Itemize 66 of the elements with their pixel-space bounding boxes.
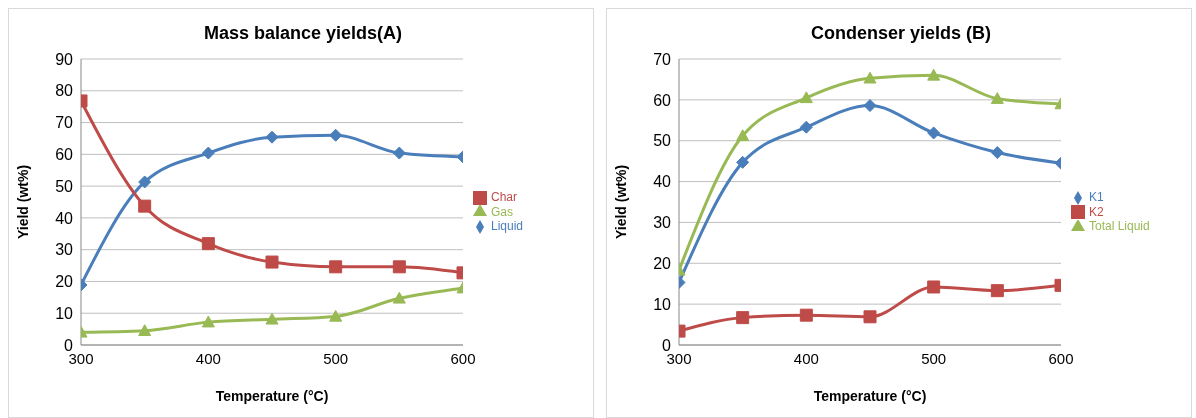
point [392, 146, 406, 160]
legend-label: Total Liquid [1089, 219, 1150, 234]
point [927, 126, 941, 140]
legend-label: K1 [1089, 189, 1104, 204]
point [138, 175, 152, 189]
point [736, 129, 750, 142]
point [329, 128, 343, 142]
point [990, 92, 1004, 104]
y-tick-label: 90 [55, 50, 74, 68]
y-tick-label: 50 [55, 177, 74, 195]
point [990, 284, 1004, 298]
y-axis-title: Yield (wt%) [14, 164, 31, 240]
y-tick-label: 40 [55, 209, 74, 227]
point [392, 260, 406, 274]
point [265, 130, 279, 144]
point [863, 310, 877, 324]
point [799, 120, 813, 134]
point [736, 155, 750, 169]
point [201, 237, 215, 251]
y-tick-label: 10 [653, 295, 672, 313]
y-tick-label: 70 [653, 50, 672, 68]
y-axis-title: Yield (wt%) [612, 164, 629, 240]
y-tick-label: 0 [662, 336, 672, 354]
point [392, 291, 406, 304]
point [927, 68, 941, 81]
y-tick-label: 20 [653, 254, 672, 272]
point [201, 146, 215, 160]
legend-label: K2 [1089, 204, 1104, 219]
x-tick-label: 500 [323, 349, 349, 367]
point [329, 260, 343, 274]
x-tick-label: 600 [450, 349, 476, 367]
y-tick-label: 0 [64, 336, 74, 354]
chart-title: Condenser yields (B) [809, 23, 992, 44]
y-tick-label: 40 [653, 173, 672, 191]
x-axis-title: Temperature (°C) [813, 388, 927, 404]
x-tick-label: 400 [195, 349, 221, 367]
point [736, 311, 750, 325]
y-tick-label: 20 [55, 273, 74, 291]
y-tick-label: 30 [653, 214, 672, 232]
point [799, 91, 813, 104]
x-tick-label: 400 [793, 349, 819, 367]
point [329, 309, 343, 322]
legend-label: Gas [491, 204, 514, 219]
x-tick-label: 500 [921, 349, 947, 367]
point [863, 99, 877, 113]
y-tick-label: 60 [55, 146, 74, 164]
y-tick-label: 70 [55, 114, 74, 132]
point [201, 315, 215, 328]
legend-label: Liquid [491, 219, 524, 234]
point [990, 146, 1004, 160]
chart-title: Mass balance yields(A) [202, 23, 404, 44]
x-tick-label: 600 [1048, 349, 1074, 367]
point [138, 324, 152, 336]
y-tick-label: 30 [55, 241, 74, 259]
point [927, 280, 941, 294]
y-tick-label: 80 [55, 82, 74, 100]
point [799, 308, 813, 322]
point [265, 255, 279, 269]
point [863, 71, 877, 84]
x-axis-title: Temperature (°C) [215, 388, 329, 404]
y-tick-label: 50 [653, 132, 672, 150]
y-tick-label: 10 [55, 304, 74, 322]
point [265, 312, 279, 325]
point [138, 199, 152, 213]
y-tick-label: 60 [653, 91, 672, 109]
legend-label: Char [491, 189, 518, 204]
